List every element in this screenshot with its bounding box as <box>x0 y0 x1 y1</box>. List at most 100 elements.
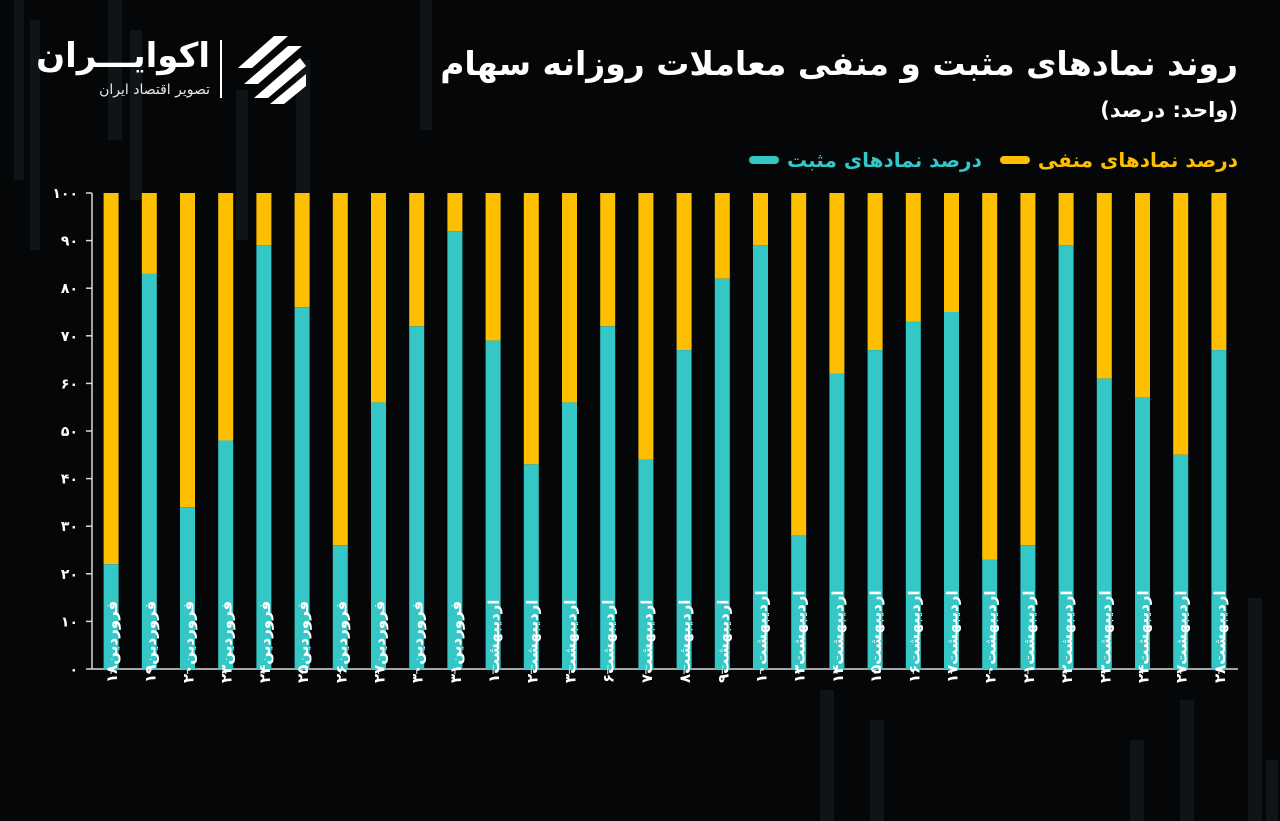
bar-positive <box>829 373 845 669</box>
x-tick-label: اردیبهشت۲ <box>523 600 541 683</box>
bar-negative <box>600 193 616 327</box>
y-tick-label: ۸۰ <box>61 281 78 297</box>
bar-positive <box>1020 545 1036 669</box>
bar-positive <box>562 402 577 669</box>
bar-negative <box>1135 193 1150 398</box>
y-tick-label: ۴۰ <box>61 472 78 488</box>
bar-positive <box>1173 454 1189 669</box>
x-tick-label: اردیبهشت۱۶ <box>905 590 923 683</box>
brand-tagline: تصویر اقتصاد ایران <box>99 82 210 98</box>
x-tick-label: اردیبهشت۲۳ <box>1096 590 1114 683</box>
bar-positive <box>485 340 501 669</box>
bar-negative <box>1173 193 1189 455</box>
logo-divider <box>220 40 222 98</box>
bar-negative <box>294 193 310 308</box>
bar-negative <box>905 193 921 322</box>
ecoiran-stripes-logo-icon <box>238 36 306 104</box>
legend-item-negative: درصد نمادهای منفی <box>999 148 1238 172</box>
bar-negative <box>791 193 807 536</box>
bar-negative <box>753 193 768 246</box>
legend-item-positive: درصد نمادهای مثبت <box>748 148 982 172</box>
x-tick-label: اردیبهشت۱۷ <box>944 590 962 683</box>
bar-negative <box>944 193 959 312</box>
legend-swatch-positive <box>748 156 779 164</box>
x-tick-label: اردیبهشت۲۲ <box>1058 590 1076 683</box>
x-tick-label: اردیبهشت۹ <box>714 600 732 683</box>
y-tick-label: ۱۰ <box>61 614 78 630</box>
bar-positive <box>1058 245 1074 670</box>
bar-positive <box>141 273 157 669</box>
x-tick-label: فروردین۲۴ <box>256 601 274 683</box>
x-tick-label: فروردین۳۰ <box>409 601 427 683</box>
y-tick-label: ۰ <box>69 662 78 678</box>
bar-positive <box>1135 397 1150 669</box>
chart-title: روند نمادهای مثبت و منفی معاملات روزانه … <box>440 44 1238 83</box>
legend-label-negative: درصد نمادهای منفی <box>1037 148 1238 172</box>
bar-positive <box>409 326 425 669</box>
chart-legend: درصد نمادهای مثبت درصد نمادهای منفی <box>748 148 1238 172</box>
bar-negative <box>218 193 234 441</box>
bar-negative <box>371 193 386 403</box>
x-tick-label: اردیبهشت۷ <box>638 600 656 683</box>
bar-positive <box>371 402 386 669</box>
y-tick-label: ۶۰ <box>61 376 78 392</box>
x-tick-label: فروردین۲۷ <box>371 601 389 683</box>
bar-negative <box>447 193 463 232</box>
x-tick-label: اردیبهشت۲۷ <box>1173 590 1191 683</box>
bar-negative <box>982 193 998 560</box>
bar-positive <box>523 464 539 669</box>
bar-negative <box>638 193 654 460</box>
bar-positive <box>103 564 119 669</box>
x-tick-label: فروردین۲۵ <box>294 601 312 683</box>
x-tick-label: فروردین۲۶ <box>332 601 350 683</box>
bar-negative <box>1058 193 1074 246</box>
x-tick-label: اردیبهشت۲۱ <box>1020 590 1038 683</box>
bar-negative <box>103 193 119 565</box>
bar-positive <box>180 507 195 669</box>
x-tick-label: اردیبهشت۱۵ <box>867 590 885 683</box>
brand-name: اکوایـــران <box>36 36 210 76</box>
y-tick-label: ۲۰ <box>61 567 78 583</box>
x-tick-label: اردیبهشت۶ <box>600 600 618 683</box>
y-tick-label: ۹۰ <box>61 234 78 250</box>
bar-negative <box>256 193 272 246</box>
bar-negative <box>141 193 157 274</box>
x-tick-label: اردیبهشت۱ <box>485 600 503 683</box>
bar-positive <box>676 350 692 669</box>
bar-negative <box>867 193 883 351</box>
bar-positive <box>714 278 730 669</box>
bar-positive <box>944 312 959 669</box>
bar-negative <box>409 193 425 327</box>
x-tick-label: اردیبهشت۱۴ <box>829 590 847 683</box>
bar-positive <box>638 459 654 669</box>
bar-positive <box>332 545 348 669</box>
bar-positive <box>753 245 768 670</box>
bar-positive <box>905 321 921 669</box>
x-tick-label: اردیبهشت۲۴ <box>1135 590 1153 683</box>
bar-negative <box>562 193 577 403</box>
bar-negative <box>523 193 539 465</box>
x-tick-label: اردیبهشت۲۸ <box>1211 590 1229 683</box>
x-tick-label: فروردین۲۳ <box>218 601 236 683</box>
legend-swatch-negative <box>999 156 1030 164</box>
bar-positive <box>218 440 234 669</box>
bar-positive <box>600 326 616 669</box>
x-tick-label: اردیبهشت۱۰ <box>753 590 771 683</box>
y-tick-label: ۱۰۰ <box>52 186 78 202</box>
bar-positive <box>982 559 998 669</box>
brand-logo: اکوایـــران تصویر اقتصاد ایران <box>36 36 320 111</box>
x-tick-label: اردیبهشت۳ <box>562 600 580 683</box>
x-tick-label: فروردین۳۱ <box>447 601 465 683</box>
bar-positive <box>294 307 310 669</box>
y-tick-label: ۵۰ <box>61 424 78 440</box>
chart-unit: (واحد: درصد) <box>1100 98 1238 122</box>
bar-positive <box>791 535 807 669</box>
bar-positive <box>867 350 883 669</box>
x-tick-label: اردیبهشت۸ <box>676 600 694 683</box>
x-tick-label: فروردین۱۹ <box>141 601 159 683</box>
y-tick-label: ۷۰ <box>61 329 78 345</box>
bar-negative <box>714 193 730 279</box>
bar-positive <box>1211 350 1227 669</box>
